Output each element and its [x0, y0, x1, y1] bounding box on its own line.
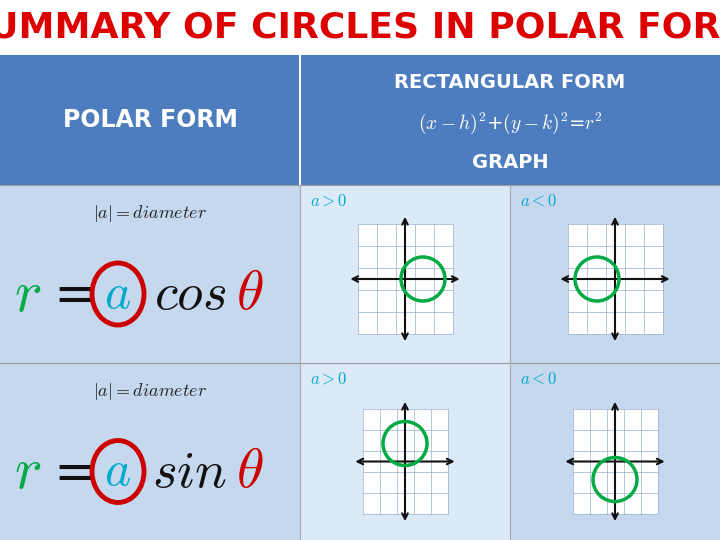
- Bar: [510, 185, 720, 363]
- Bar: [300, 185, 510, 363]
- Bar: [362, 409, 448, 514]
- Text: $a$: $a$: [104, 448, 132, 496]
- Bar: [0, 55, 300, 185]
- Text: $|a| = diameter$: $|a| = diameter$: [93, 202, 207, 224]
- Text: $a < 0$: $a < 0$: [520, 192, 557, 210]
- Text: $a$: $a$: [104, 270, 132, 318]
- Bar: [0, 363, 300, 540]
- Bar: [0, 0, 720, 55]
- Bar: [567, 224, 662, 334]
- Text: $a < 0$: $a < 0$: [520, 370, 557, 388]
- Text: $\theta$: $\theta$: [236, 267, 264, 321]
- Text: $\theta$: $\theta$: [236, 445, 264, 498]
- Bar: [572, 409, 657, 514]
- Text: GRAPH: GRAPH: [472, 153, 549, 172]
- Text: $cos$: $cos$: [154, 268, 226, 320]
- Bar: [358, 224, 452, 334]
- Text: $=$: $=$: [42, 446, 94, 497]
- Text: $r$: $r$: [14, 266, 42, 322]
- Bar: [300, 55, 720, 185]
- Text: SUMMARY OF CIRCLES IN POLAR FORM: SUMMARY OF CIRCLES IN POLAR FORM: [0, 10, 720, 44]
- Text: $=$: $=$: [42, 268, 94, 320]
- Text: $a > 0$: $a > 0$: [310, 192, 347, 210]
- Text: POLAR FORM: POLAR FORM: [63, 108, 238, 132]
- Text: RECTANGULAR FORM: RECTANGULAR FORM: [395, 73, 626, 92]
- Text: $sin$: $sin$: [153, 446, 228, 497]
- Text: $(x-h)^2$+$(y-k)^2$=$r^2$: $(x-h)^2$+$(y-k)^2$=$r^2$: [418, 110, 603, 136]
- Bar: [510, 363, 720, 540]
- Text: $|a| = diameter$: $|a| = diameter$: [93, 381, 207, 402]
- Text: $a > 0$: $a > 0$: [310, 370, 347, 388]
- Text: $r$: $r$: [14, 443, 42, 500]
- Bar: [300, 363, 510, 540]
- Bar: [0, 185, 300, 363]
